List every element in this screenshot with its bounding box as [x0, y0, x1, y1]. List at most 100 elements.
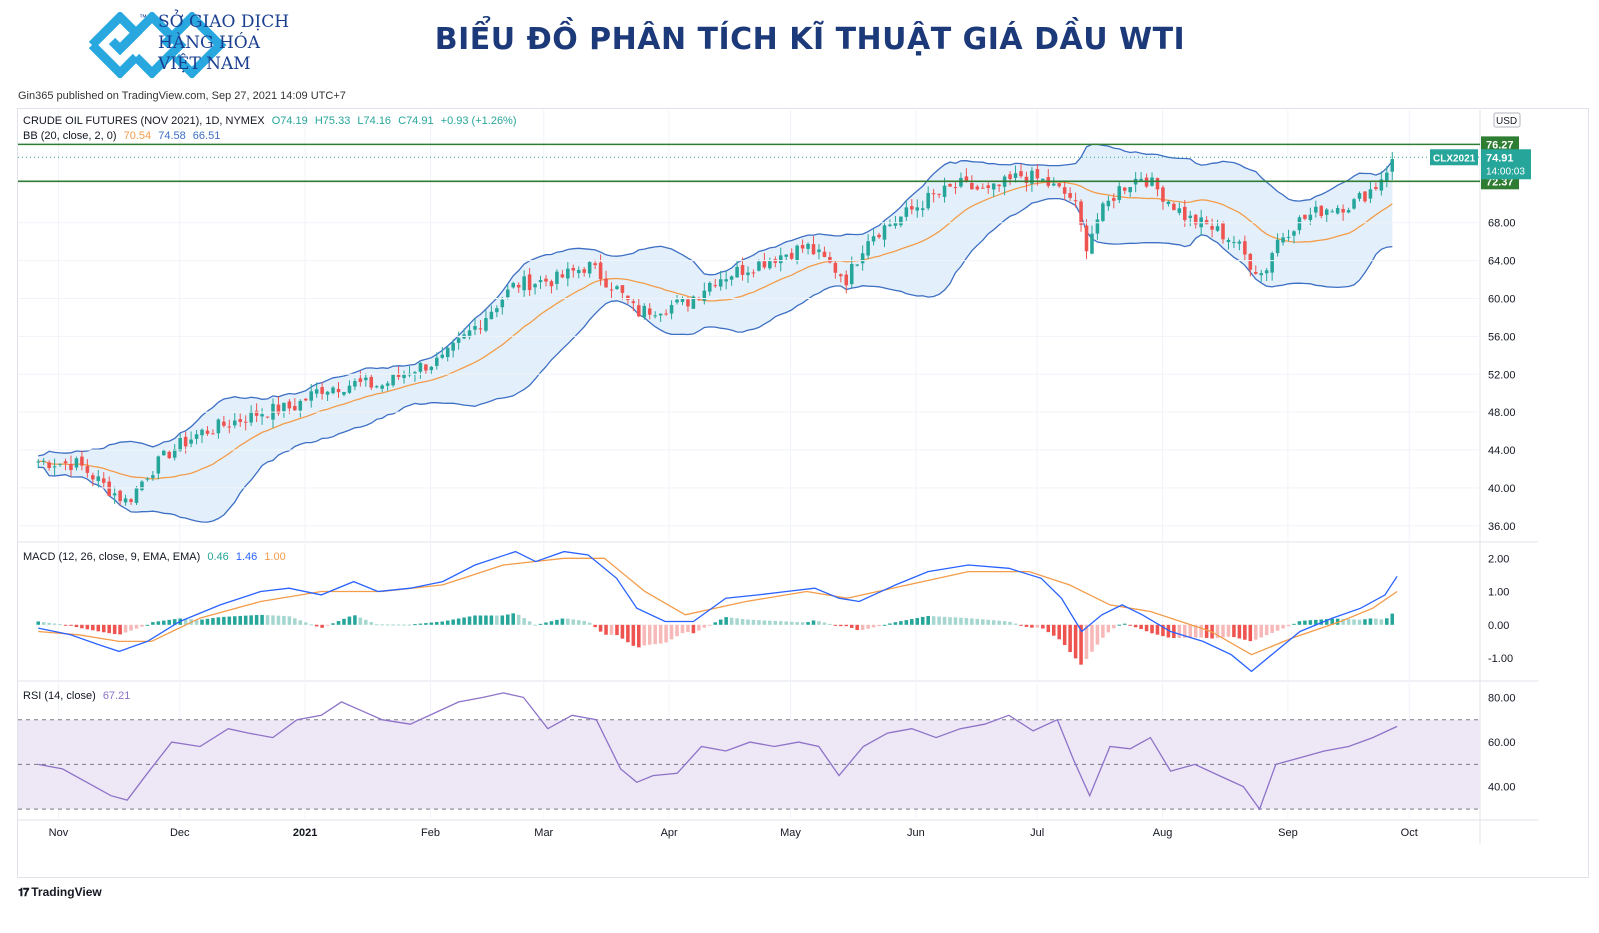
symbol-tag-box	[1430, 149, 1478, 166]
macd-histogram-bar	[669, 624, 674, 640]
candle-body	[260, 414, 264, 417]
macd-histogram-bar	[1172, 624, 1176, 639]
candle-body	[828, 257, 832, 263]
macd-histogram-bar	[582, 620, 586, 625]
candle-body	[205, 430, 210, 434]
macd-histogram-bar	[1046, 624, 1051, 633]
macd-histogram-bar	[402, 624, 406, 626]
candle-body	[325, 391, 330, 395]
macd-histogram-bar	[1041, 624, 1045, 629]
candle-body	[222, 421, 226, 426]
symbol-label: CRUDE OIL FUTURES (NOV 2021), 1D, NYMEX	[23, 115, 265, 127]
macd-histogram-bar	[380, 624, 384, 626]
level-price-label: 76.27	[1486, 139, 1514, 151]
macd-histogram-bar	[631, 624, 636, 646]
candle-body	[1079, 201, 1083, 225]
macd-histogram-bar	[1133, 624, 1138, 628]
macd-line-value: 1.46	[235, 551, 258, 563]
candle-body	[937, 193, 941, 195]
macd-histogram-bar	[931, 616, 936, 625]
time-axis-tick: Jul	[1030, 827, 1044, 839]
brand-logo-icon	[88, 12, 227, 78]
time-axis-tick: May	[780, 827, 801, 839]
candle-body	[429, 366, 434, 371]
candle-body	[1374, 187, 1378, 189]
candle-body	[986, 185, 991, 188]
macd-histogram-bar	[134, 624, 139, 629]
macd-histogram-bar	[287, 616, 292, 625]
time-axis-tick: 2021	[293, 827, 317, 839]
macd-histogram-bar	[424, 623, 428, 625]
tradingview-brand[interactable]: 𝟏𝟕 TradingView	[18, 885, 102, 900]
macd-histogram-bar	[1374, 618, 1378, 625]
candle-body	[1357, 193, 1362, 199]
macd-histogram-bar	[364, 619, 368, 625]
macd-histogram-bar	[320, 624, 324, 628]
candle-body	[576, 269, 581, 274]
candle-body	[91, 475, 95, 480]
macd-line	[38, 550, 1398, 673]
candle-body	[1363, 191, 1367, 202]
candle-body	[768, 260, 772, 269]
macd-histogram-bar	[205, 618, 210, 625]
macd-histogram-bar	[418, 623, 423, 625]
macd-histogram-bar	[1079, 624, 1083, 665]
price-axis-tick: 60.00	[1488, 293, 1516, 305]
macd-histogram-bar	[1390, 613, 1395, 625]
bb-low-value: 66.51	[192, 130, 221, 142]
macd-signal-value: 1.00	[264, 551, 286, 563]
candle-body	[658, 313, 663, 316]
price-axis-tick: 68.00	[1488, 218, 1516, 230]
candle-body	[1341, 208, 1345, 213]
time-axis-tick: Nov	[49, 827, 69, 839]
candle-body	[751, 272, 756, 274]
candle-body	[740, 265, 745, 275]
macd-histogram-bar	[1226, 624, 1231, 637]
candle-body	[1215, 226, 1220, 231]
candle-body	[1314, 206, 1318, 213]
candle-body	[1019, 171, 1023, 177]
macd-histogram-bar	[522, 618, 526, 625]
macd-histogram-bar	[63, 624, 68, 626]
macd-histogram-bar	[1215, 624, 1220, 638]
chart-frame	[17, 108, 1589, 878]
candle-body	[729, 276, 734, 280]
macd-histogram-bar	[374, 624, 379, 626]
candle-body	[1379, 179, 1384, 191]
candle-body	[189, 439, 193, 444]
candle-body	[129, 499, 133, 502]
candle-body	[424, 364, 428, 371]
candle-body	[336, 388, 341, 393]
macd-histogram-bar	[101, 624, 106, 633]
candle-body	[893, 222, 898, 226]
price-axis-tick: 36.00	[1488, 521, 1516, 533]
macd-histogram-bar	[516, 614, 521, 625]
macd-histogram-bar	[1303, 620, 1307, 625]
macd-histogram-bar	[358, 617, 363, 625]
candle-body	[1303, 214, 1307, 219]
macd-histogram-bar	[140, 624, 144, 627]
macd-histogram-bar	[440, 621, 445, 625]
macd-histogram-bar	[1057, 624, 1061, 640]
candle-body	[69, 463, 73, 471]
candle-body	[413, 372, 417, 374]
candle-body	[1232, 242, 1236, 244]
candle-body	[1172, 203, 1176, 211]
candle-body	[1385, 172, 1389, 182]
candle-body	[36, 461, 40, 463]
candle-body	[647, 308, 652, 315]
brand-line-3: VIỆT NAM	[158, 54, 251, 74]
candle-body	[500, 299, 505, 308]
macd-histogram-bar	[713, 622, 718, 625]
macd-axis-tick: 2.00	[1488, 553, 1509, 565]
macd-histogram-bar	[658, 624, 663, 644]
candle-body	[697, 298, 701, 300]
macd-histogram-bar	[882, 624, 887, 626]
candle-body	[233, 420, 237, 426]
macd-histogram-bar	[980, 619, 985, 625]
candle-body	[511, 283, 516, 288]
candle-body	[920, 208, 925, 211]
rsi-axis-tick: 80.00	[1488, 692, 1516, 704]
macd-histogram-bar	[462, 617, 466, 625]
